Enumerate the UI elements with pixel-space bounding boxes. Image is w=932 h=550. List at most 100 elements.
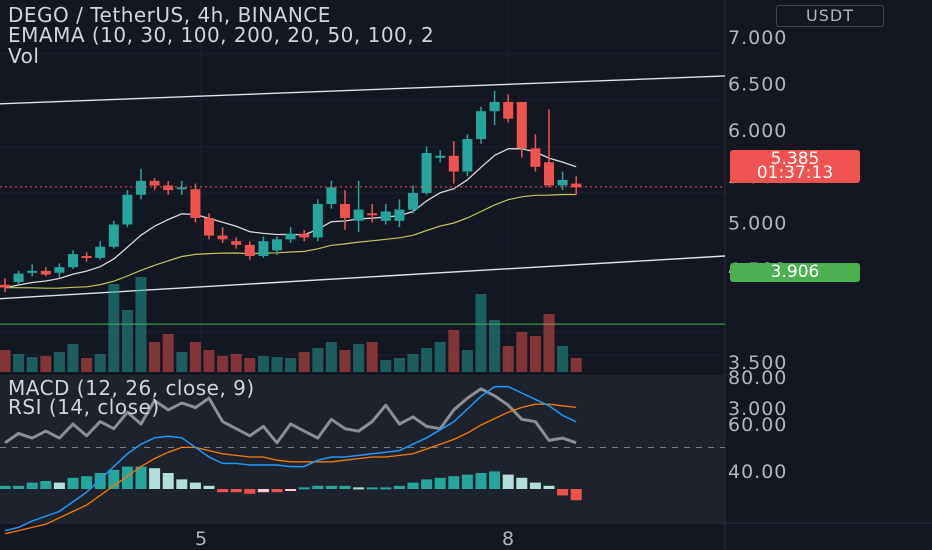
emama-indicator-legend[interactable]: EMAMA (10, 30, 100, 200, 20, 50, 100, 2 [8,23,435,47]
candle-body [176,187,187,190]
volume-bar [53,352,65,372]
macd-histogram-bar [298,487,310,490]
oscillator-pane-bg [0,375,725,523]
volume-bar [298,352,310,372]
volume-bar [13,354,25,372]
volume-bar [135,277,147,372]
macd-histogram-bar [271,489,283,493]
candle-body [190,189,201,218]
volume-bar [40,356,52,372]
candle-body [217,235,228,240]
macd-histogram-bar [203,485,215,489]
candle-body [0,284,10,288]
candle-body [571,183,582,188]
macd-histogram-bar [570,489,582,501]
macd-histogram-bar [26,482,38,489]
macd-histogram-bar [393,485,405,489]
candle-body [340,204,350,218]
volume-bar [502,346,514,372]
macd-line [4,385,577,532]
macd-histogram-bar [353,487,365,490]
candle-body [353,209,364,221]
macd-histogram-bar [489,471,501,489]
macd-histogram-bar [67,477,79,489]
macd-histogram-bar [121,466,133,489]
candle-body [108,224,119,247]
macd-histogram-bar [162,473,174,489]
time-axis-label: 5 [195,528,207,550]
volume-bar [108,284,120,372]
candle-body [544,162,554,186]
candle-body [244,244,255,257]
macd-histogram-bar [94,473,106,489]
volume-bar [529,336,541,372]
candle-body [122,194,133,225]
candle-body [258,241,269,257]
macd-histogram-bar [40,481,52,489]
macd-histogram-bar [557,489,569,496]
candle-body [448,155,459,172]
volume-bar [339,350,351,372]
price-axis-label: 5.000 [728,213,787,235]
macd-histogram-bar [244,489,256,494]
candle-body [312,204,323,238]
candle-body [326,187,337,205]
candle-body [516,101,527,149]
candle-body [149,180,160,186]
ema-30-line [4,193,577,289]
currency-label: USDT [806,6,854,25]
volume-bar [81,358,93,372]
volume-bar [475,294,487,372]
macd-histogram-bar [461,474,473,489]
time-axis-label: 8 [502,528,514,550]
volume-bar [325,342,337,372]
candle-body [476,111,486,140]
macd-histogram-bar [312,485,324,489]
candle-body [136,180,146,195]
price-axis-label: 3.000 [728,398,787,420]
macd-histogram-bar [543,485,555,489]
volume-bar [217,356,229,372]
volume-bar [203,350,215,372]
candle-body [557,179,568,186]
volume-bar [543,314,555,372]
macd-histogram-bar [0,485,11,489]
candle-body [421,153,432,193]
volume-bar [407,354,419,372]
candle-body [40,270,51,275]
macd-histogram-bar [339,485,351,489]
volume-bar [461,350,473,372]
channel-upper [0,75,726,105]
volume-bar [380,360,392,372]
macd-histogram-bar [448,476,460,489]
macd-histogram-bar [421,479,433,489]
candle-body [408,192,418,210]
countdown-tag: 01:37:13 [730,164,860,183]
volume-legend[interactable]: Vol [8,44,40,68]
price-axis-label: 7.000 [728,27,787,49]
volume-bar [230,354,242,372]
volume-bar [353,344,365,372]
candle-body [13,273,24,282]
candle-body [27,270,38,273]
volume-bar [516,332,528,372]
rsi-legend[interactable]: RSI (14, close) [8,395,160,419]
macd-histogram-bar [434,477,446,489]
level-value: 3.906 [770,262,820,282]
macd-histogram-bar [135,466,147,489]
candle-body [299,233,310,238]
candle-body [272,239,282,251]
last-price-value: 5.385 [770,149,820,169]
candle-body [530,148,541,167]
currency-button[interactable]: USDT [776,5,884,27]
macd-histogram-bar [230,489,242,493]
candle-body [204,217,214,236]
macd-legend[interactable]: MACD (12, 26, close, 9) [8,376,255,400]
volume-bar [557,346,569,372]
macd-signal-line [4,403,577,535]
ema-10-line [4,148,577,289]
volume-bar [149,342,161,372]
macd-histogram-bar [380,487,392,490]
macd-histogram-bar [149,468,161,489]
